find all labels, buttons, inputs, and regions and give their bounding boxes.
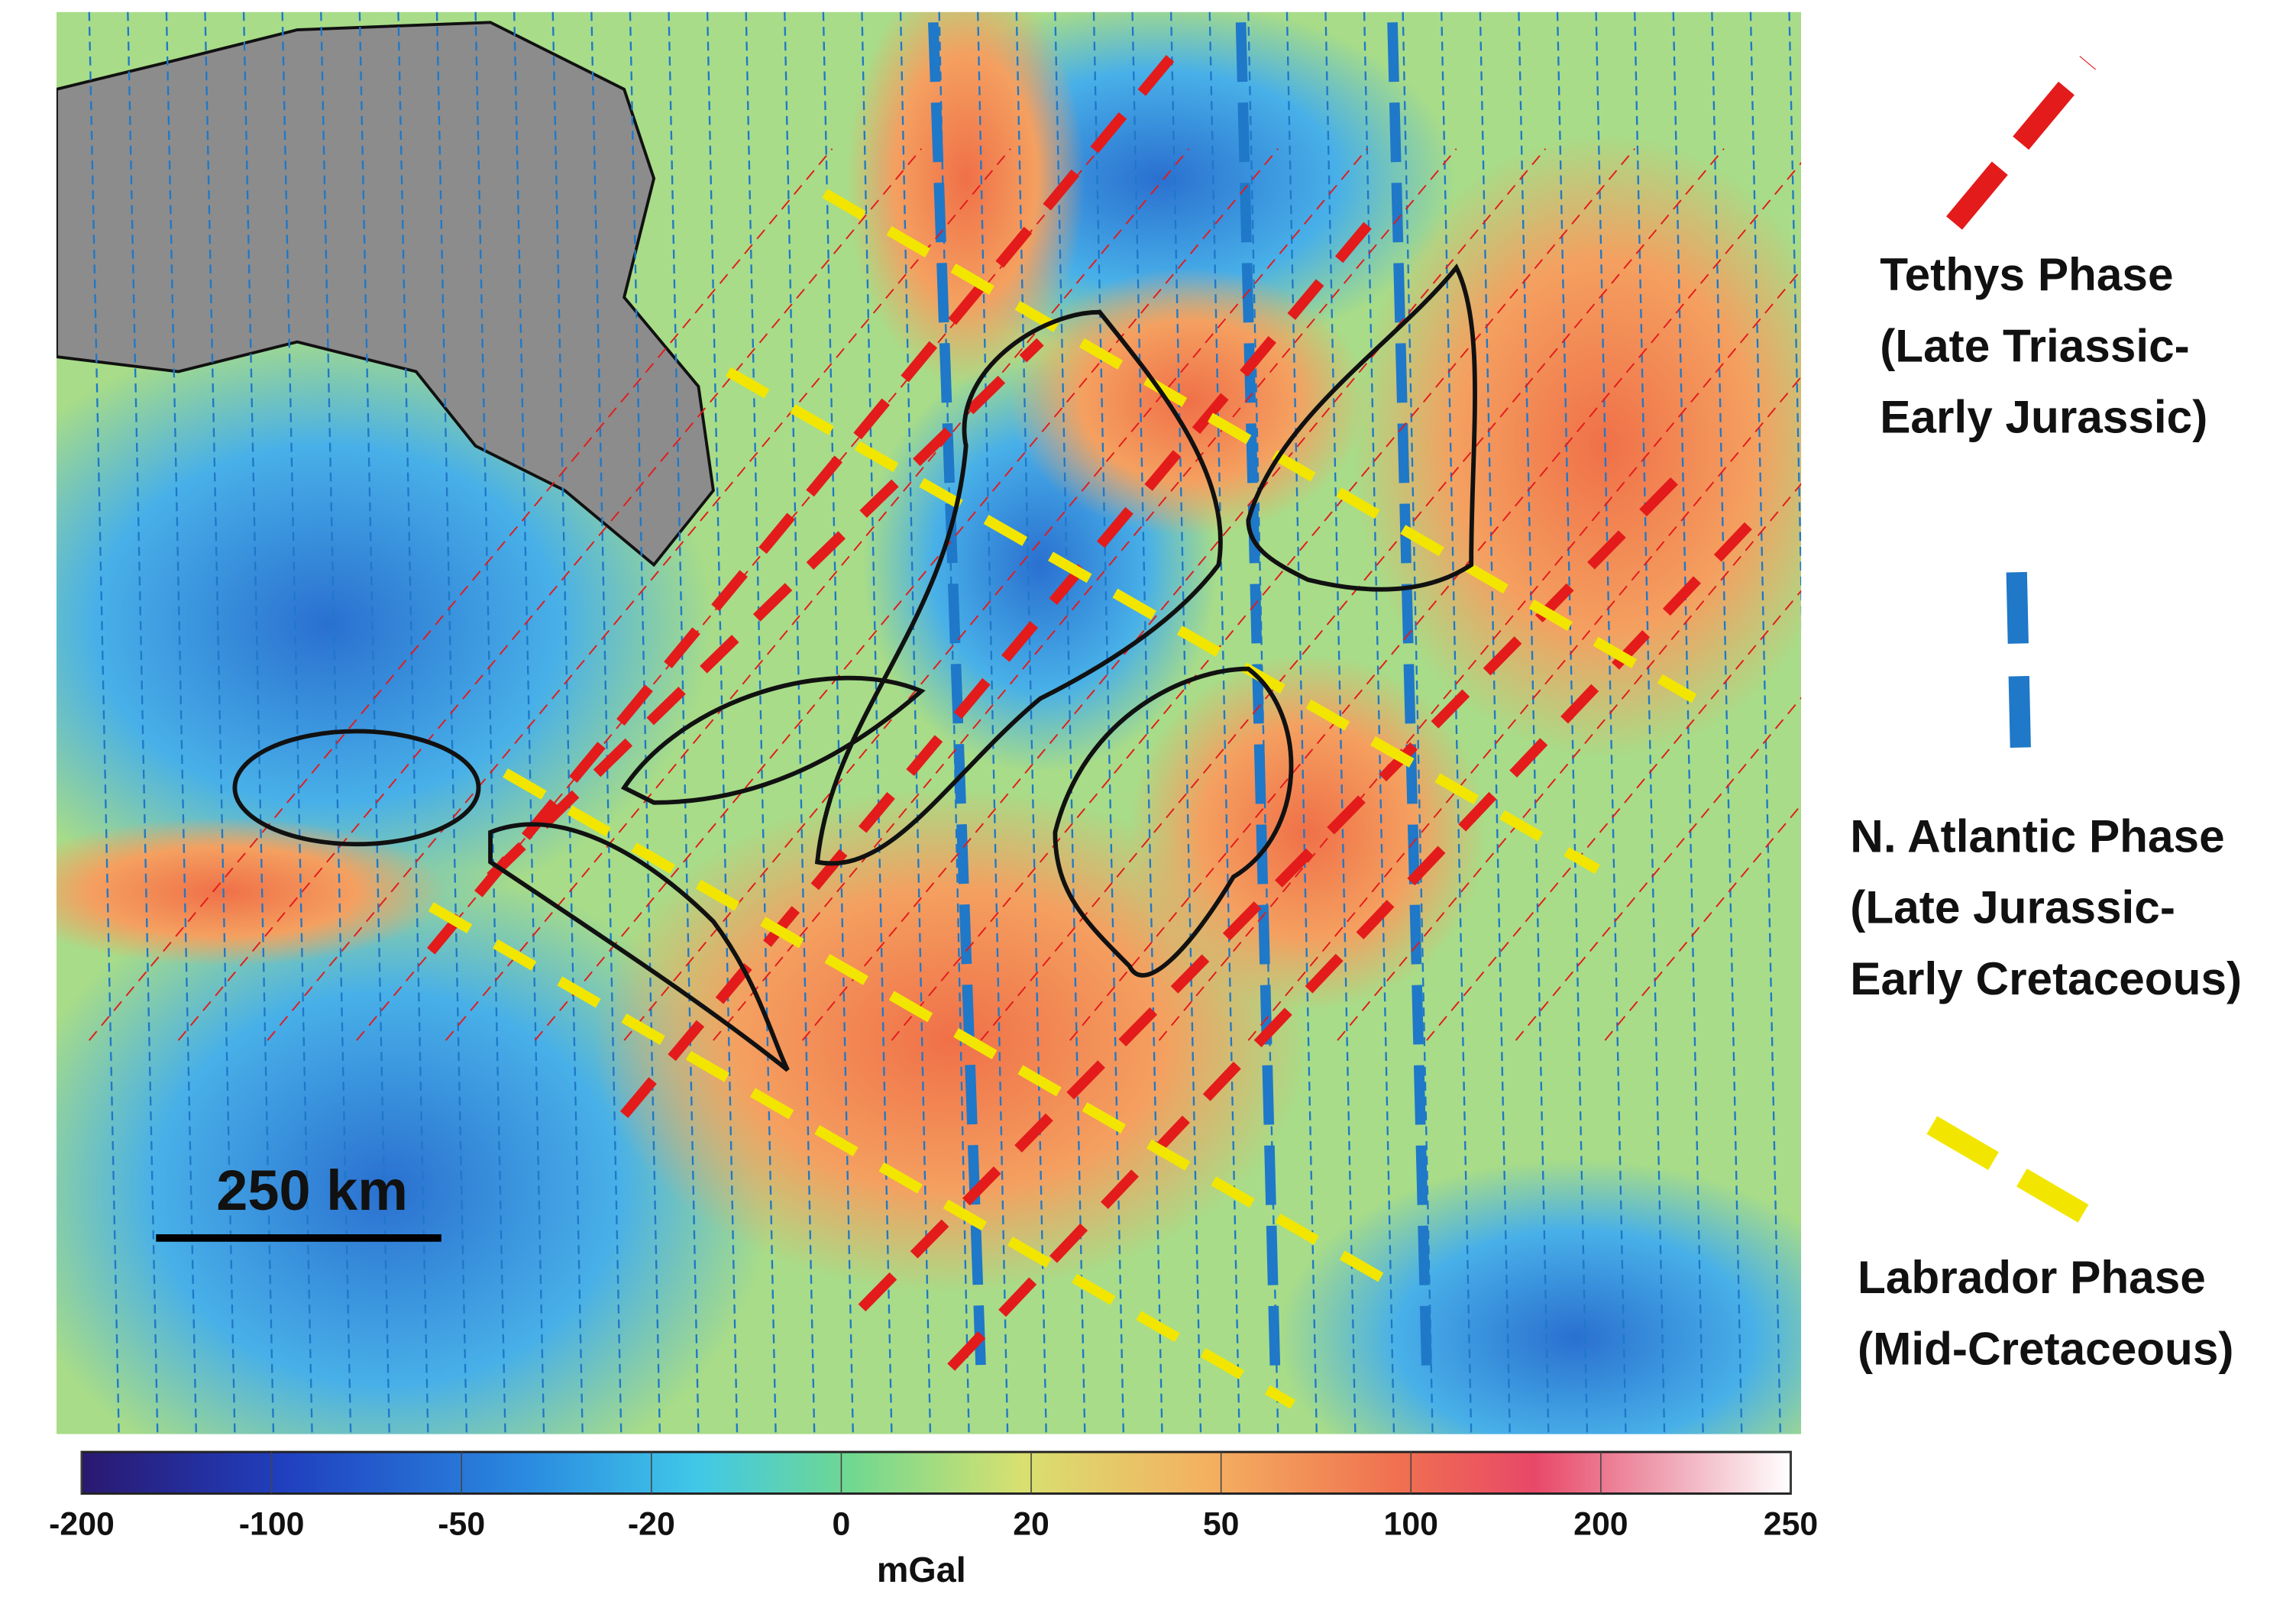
legend-label: Early Jurassic) (1880, 391, 2207, 443)
phase-lines (88, 11, 1802, 1434)
red-phase-line (947, 516, 1758, 1371)
yellow-phase-line (503, 768, 1385, 1283)
basin-outline (814, 309, 1223, 866)
colorbar-tick-label: -20 (628, 1506, 675, 1543)
colorbar-ticks: -200 -100 -50 -20 0 20 50 100 200 250 (49, 1452, 1818, 1543)
colorbar-tick-label: -100 (239, 1506, 305, 1543)
colorbar-tick-label: 20 (1013, 1506, 1049, 1543)
legend-swatch (2006, 571, 2032, 774)
legend-swatch (1946, 56, 2097, 230)
landmass (56, 21, 715, 567)
colorbar-tick-label: -50 (438, 1506, 485, 1543)
thin-red-line (267, 148, 1011, 1041)
red-phase-line (426, 41, 1186, 955)
basin-outline (1053, 666, 1294, 978)
thin-red-line (1247, 376, 1802, 1041)
legend-label: (Mid-Cretaceous) (1858, 1323, 2233, 1375)
legend-label: N. Atlantic Phase (1850, 810, 2224, 862)
basin-outline (488, 822, 790, 1072)
basin-outline (1246, 263, 1477, 592)
red-phase-line (487, 338, 1044, 881)
basin-outline (232, 729, 481, 847)
high-anomaly (594, 787, 1308, 1293)
blue-phase-line (1387, 22, 1432, 1368)
thin-red-line (1337, 483, 1802, 1041)
high-anomaly (1011, 267, 1367, 535)
legend-swatch (1926, 1116, 2113, 1237)
colorbar-tick-label: 0 (833, 1506, 851, 1543)
basin-outlines (232, 263, 1477, 1072)
red-phase-line (619, 205, 1386, 1118)
thin-red-line (980, 148, 1725, 1041)
gravity-map: 250 km (56, 11, 1802, 1434)
legend: Tethys Phase (Late Triassic- Early Jurassi… (1850, 56, 2242, 1375)
thin-red-line (1426, 590, 1802, 1041)
basin-outline (620, 675, 926, 805)
high-anomaly (1129, 654, 1486, 1011)
colorbar-tick-label: -200 (49, 1506, 115, 1543)
thin-red-line (88, 148, 833, 1041)
thin-red-line (801, 148, 1547, 1041)
colorbar-tick-label: 50 (1203, 1506, 1240, 1543)
thin-red-line (534, 148, 1279, 1041)
thin-red-line (1069, 161, 1802, 1041)
blue-phase-line (1235, 22, 1281, 1368)
thin-red-line (713, 148, 1457, 1041)
scale-bar: 250 km (156, 1159, 441, 1242)
low-anomaly (1278, 1159, 1802, 1434)
high-anomaly (847, 11, 1085, 386)
thin-red-line (177, 148, 923, 1041)
red-phase-line (858, 457, 1698, 1312)
colorbar-tick-label: 200 (1573, 1506, 1628, 1543)
legend-label: Tethys Phase (1880, 248, 2173, 300)
blue-phase-line (928, 22, 986, 1368)
thin-red-line (891, 148, 1635, 1041)
thin-red-line (1158, 268, 1802, 1041)
scale-bar-label: 250 km (216, 1159, 408, 1222)
colorbar-tick-label: 100 (1384, 1506, 1438, 1543)
yellow-phase-line (725, 367, 1600, 875)
thin-red-line (1515, 697, 1802, 1041)
colorbar (80, 1450, 1792, 1495)
colorbar-tick-label: 250 (1764, 1506, 1818, 1543)
thin-red-line (1604, 804, 1802, 1041)
yellow-phase-line (822, 189, 1697, 703)
legend-label: (Late Triassic- (1880, 319, 2190, 371)
high-anomaly (56, 817, 446, 966)
thin-red-line (623, 148, 1368, 1041)
thin-red-line (445, 148, 1190, 1041)
yellow-phase-line (428, 902, 1296, 1409)
legend-label: (Late Jurassic- (1850, 881, 2175, 933)
legend-label: Early Cretaceous) (1850, 952, 2242, 1004)
colorbar-unit: mGal (877, 1550, 966, 1589)
legend-label: Labrador Phase (1858, 1251, 2206, 1303)
